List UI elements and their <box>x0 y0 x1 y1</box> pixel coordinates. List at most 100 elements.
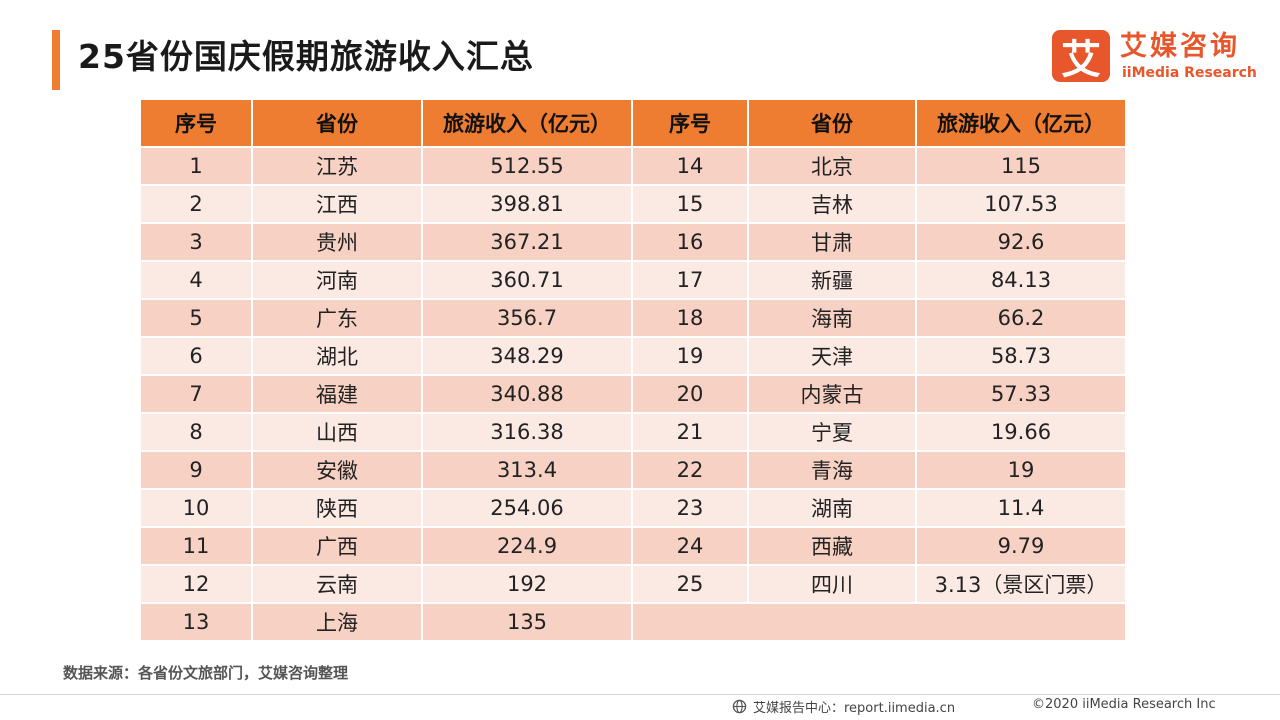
cell-province-left: 云南 <box>251 564 423 604</box>
table-row: 12 云南 192 25 四川 3.13（景区门票） <box>139 564 1127 604</box>
table-header-row: 序号 省份 旅游收入（亿元） 序号 省份 旅游收入（亿元） <box>139 98 1127 148</box>
cell-province-left: 上海 <box>251 602 423 642</box>
cell-province-left: 河南 <box>251 260 423 300</box>
table-row: 4 河南 360.71 17 新疆 84.13 <box>139 260 1127 300</box>
cell-province-right: 西藏 <box>747 526 917 566</box>
globe-icon <box>732 699 747 714</box>
cell-rank-left: 1 <box>139 146 253 186</box>
cell-rank-right: 24 <box>631 526 749 566</box>
cell-rank-right: 19 <box>631 336 749 376</box>
cell-province-left: 江苏 <box>251 146 423 186</box>
header-province-left: 省份 <box>251 98 423 148</box>
cell-province-right: 四川 <box>747 564 917 604</box>
cell-rank-right: 18 <box>631 298 749 338</box>
cell-revenue-left: 348.29 <box>421 336 633 376</box>
cell-province-left: 山西 <box>251 412 423 452</box>
cell-revenue-left: 356.7 <box>421 298 633 338</box>
cell-revenue-left: 135 <box>421 602 633 642</box>
cell-rank-left: 12 <box>139 564 253 604</box>
cell-province-right: 海南 <box>747 298 917 338</box>
cell-province-right: 宁夏 <box>747 412 917 452</box>
page-title: 25省份国庆假期旅游收入汇总 <box>78 37 534 76</box>
cell-revenue-right: 3.13（景区门票） <box>915 564 1127 604</box>
cell-province-left: 江西 <box>251 184 423 224</box>
footer-left-text: 艾媒报告中心：report.iimedia.cn <box>753 701 956 716</box>
cell-province-right: 新疆 <box>747 260 917 300</box>
cell-rank-right: 14 <box>631 146 749 186</box>
cell-revenue-right: 19.66 <box>915 412 1127 452</box>
cell-empty <box>631 602 1127 642</box>
cell-revenue-left: 367.21 <box>421 222 633 262</box>
cell-province-left: 广东 <box>251 298 423 338</box>
cell-province-left: 安徽 <box>251 450 423 490</box>
revenue-table: 序号 省份 旅游收入（亿元） 序号 省份 旅游收入（亿元） 1 江苏 512.55 1… <box>139 98 1127 642</box>
table-row: 6 湖北 348.29 19 天津 58.73 <box>139 336 1127 376</box>
table-row: 13 上海 135 <box>139 602 1127 642</box>
header-rank-right: 序号 <box>631 98 749 148</box>
cell-rank-left: 5 <box>139 298 253 338</box>
cell-revenue-left: 254.06 <box>421 488 633 528</box>
cell-rank-left: 9 <box>139 450 253 490</box>
cell-rank-left: 6 <box>139 336 253 376</box>
cell-rank-right: 21 <box>631 412 749 452</box>
title-accent-bar <box>52 30 60 90</box>
table-row: 1 江苏 512.55 14 北京 115 <box>139 146 1127 186</box>
cell-province-right: 内蒙古 <box>747 374 917 414</box>
cell-rank-right: 17 <box>631 260 749 300</box>
cell-revenue-right: 84.13 <box>915 260 1127 300</box>
data-source-note: 数据来源：各省份文旅部门，艾媒咨询整理 <box>63 664 349 682</box>
cell-province-left: 陕西 <box>251 488 423 528</box>
cell-province-right: 甘肃 <box>747 222 917 262</box>
cell-province-right: 湖南 <box>747 488 917 528</box>
cell-province-right: 北京 <box>747 146 917 186</box>
header-province-right: 省份 <box>747 98 917 148</box>
cell-revenue-left: 224.9 <box>421 526 633 566</box>
cell-revenue-left: 360.71 <box>421 260 633 300</box>
cell-revenue-right: 66.2 <box>915 298 1127 338</box>
header-revenue-right: 旅游收入（亿元） <box>915 98 1127 148</box>
cell-revenue-right: 9.79 <box>915 526 1127 566</box>
header-revenue-left: 旅游收入（亿元） <box>421 98 633 148</box>
cell-revenue-right: 115 <box>915 146 1127 186</box>
table-row: 3 贵州 367.21 16 甘肃 92.6 <box>139 222 1127 262</box>
cell-revenue-right: 19 <box>915 450 1127 490</box>
logo-name-cn: 艾媒咨询 <box>1120 31 1240 62</box>
table-row: 11 广西 224.9 24 西藏 9.79 <box>139 526 1127 566</box>
table-row: 5 广东 356.7 18 海南 66.2 <box>139 298 1127 338</box>
cell-province-left: 广西 <box>251 526 423 566</box>
cell-revenue-left: 398.81 <box>421 184 633 224</box>
table-row: 7 福建 340.88 20 内蒙古 57.33 <box>139 374 1127 414</box>
logo-mark: 艾 <box>1052 30 1110 83</box>
cell-rank-left: 10 <box>139 488 253 528</box>
header-rank-left: 序号 <box>139 98 253 148</box>
cell-revenue-left: 340.88 <box>421 374 633 414</box>
table-row: 9 安徽 313.4 22 青海 19 <box>139 450 1127 490</box>
footer-divider <box>0 694 1280 695</box>
brand-logo: 艾 艾媒咨询 iiMedia Research <box>1052 30 1267 84</box>
footer-copyright: ©2020 iiMedia Research Inc <box>1032 697 1216 712</box>
cell-rank-left: 3 <box>139 222 253 262</box>
table-row: 10 陕西 254.06 23 湖南 11.4 <box>139 488 1127 528</box>
cell-revenue-right: 57.33 <box>915 374 1127 414</box>
table-body: 1 江苏 512.55 14 北京 115 2 江西 398.81 15 吉林 107.53 3 贵州 36… <box>139 146 1127 642</box>
table-row: 2 江西 398.81 15 吉林 107.53 <box>139 184 1127 224</box>
cell-revenue-right: 107.53 <box>915 184 1127 224</box>
table-row: 8 山西 316.38 21 宁夏 19.66 <box>139 412 1127 452</box>
cell-rank-left: 2 <box>139 184 253 224</box>
cell-revenue-left: 192 <box>421 564 633 604</box>
cell-rank-left: 8 <box>139 412 253 452</box>
cell-rank-right: 22 <box>631 450 749 490</box>
cell-revenue-right: 92.6 <box>915 222 1127 262</box>
cell-rank-left: 13 <box>139 602 253 642</box>
cell-rank-right: 16 <box>631 222 749 262</box>
cell-revenue-left: 316.38 <box>421 412 633 452</box>
cell-province-left: 贵州 <box>251 222 423 262</box>
cell-province-left: 福建 <box>251 374 423 414</box>
footer-report-center: 艾媒报告中心：report.iimedia.cn <box>732 697 955 716</box>
logo-name-en: iiMedia Research <box>1122 65 1257 81</box>
cell-rank-right: 20 <box>631 374 749 414</box>
cell-province-left: 湖北 <box>251 336 423 376</box>
cell-province-right: 吉林 <box>747 184 917 224</box>
cell-rank-right: 25 <box>631 564 749 604</box>
cell-rank-left: 11 <box>139 526 253 566</box>
